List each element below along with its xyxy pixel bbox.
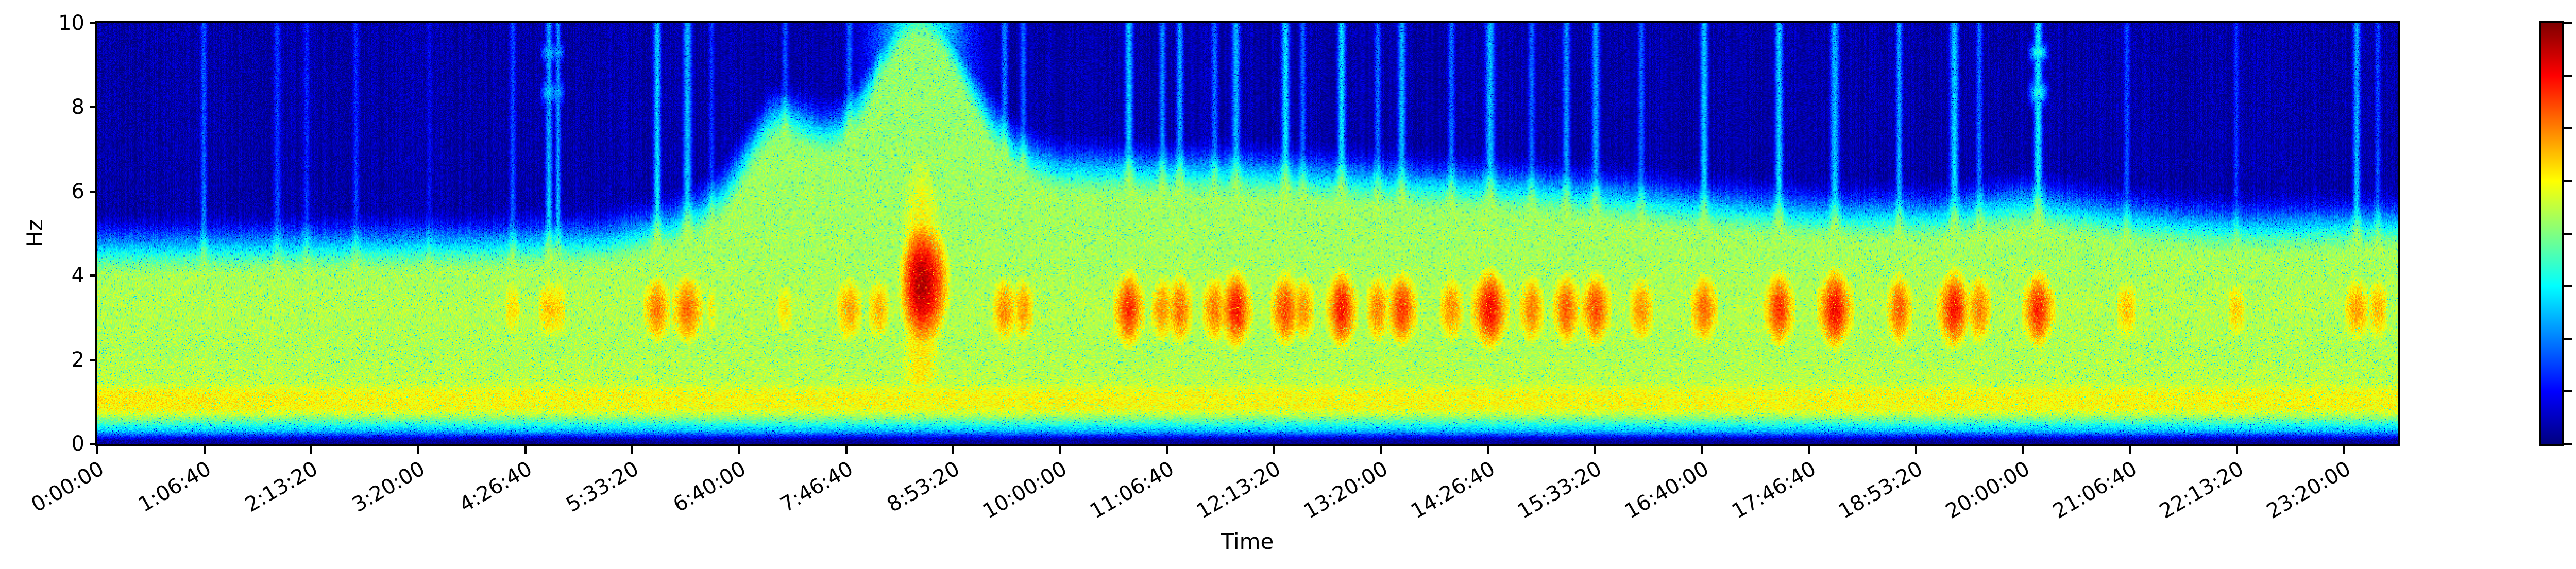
x-tick-label: 7:46:40 xyxy=(776,457,857,518)
x-tick-mark xyxy=(2129,446,2131,454)
y-tick-mark xyxy=(90,190,97,193)
colorbar-tick-mark xyxy=(2564,180,2572,182)
x-tick-label: 11:06:40 xyxy=(1086,457,1178,524)
x-tick-label: 14:26:40 xyxy=(1406,457,1499,524)
x-tick-label: 17:46:40 xyxy=(1727,457,1820,524)
x-tick-label: 18:53:20 xyxy=(1835,457,1927,524)
x-tick-label: 20:00:00 xyxy=(1942,457,2034,524)
colorbar-tick-mark xyxy=(2564,232,2572,235)
x-tick-label: 16:40:00 xyxy=(1621,457,1713,524)
colorbar-tick-mark xyxy=(2564,443,2572,445)
colorbar-tick-mark xyxy=(2564,127,2572,130)
x-tick-mark xyxy=(952,446,955,454)
spectrogram-heatmap xyxy=(97,23,2398,444)
x-tick-label: 13:20:00 xyxy=(1299,457,1392,524)
x-tick-label: 1:06:40 xyxy=(134,457,215,518)
x-tick-mark xyxy=(2343,446,2346,454)
x-tick-mark xyxy=(1059,446,1062,454)
x-tick-mark xyxy=(96,446,98,454)
colorbar-tick-mark xyxy=(2564,75,2572,77)
plot-area xyxy=(95,21,2400,446)
x-tick-mark xyxy=(1701,446,1704,454)
x-tick-mark xyxy=(845,446,848,454)
y-tick-label: 4 xyxy=(71,264,84,288)
x-tick-label: 21:06:40 xyxy=(2048,457,2141,524)
x-tick-label: 2:13:20 xyxy=(241,457,322,518)
x-tick-mark xyxy=(310,446,313,454)
colorbar-tick-mark xyxy=(2564,390,2572,392)
y-tick-mark xyxy=(90,22,97,24)
colorbar xyxy=(2539,21,2564,446)
y-tick-label: 8 xyxy=(71,95,84,119)
colorbar-tick-mark xyxy=(2564,285,2572,287)
x-tick-mark xyxy=(1594,446,1597,454)
y-tick-mark xyxy=(90,443,97,445)
x-tick-label: 12:13:20 xyxy=(1193,457,1285,524)
x-tick-label: 5:33:20 xyxy=(562,457,643,518)
x-tick-mark xyxy=(1166,446,1168,454)
y-tick-label: 2 xyxy=(71,348,84,372)
colorbar-tick-mark xyxy=(2564,337,2572,340)
x-tick-mark xyxy=(738,446,741,454)
y-tick-label: 10 xyxy=(58,11,84,35)
x-tick-mark xyxy=(524,446,527,454)
x-tick-mark xyxy=(1380,446,1383,454)
x-tick-label: 10:00:00 xyxy=(978,457,1071,524)
y-tick-mark xyxy=(90,274,97,277)
x-tick-mark xyxy=(2022,446,2025,454)
x-tick-label: 8:53:20 xyxy=(883,457,964,518)
x-tick-label: 6:40:00 xyxy=(669,457,750,518)
y-axis-label: Hz xyxy=(22,219,47,247)
y-tick-label: 6 xyxy=(71,179,84,203)
x-tick-label: 23:20:00 xyxy=(2263,457,2355,524)
colorbar-tick-mark xyxy=(2564,22,2572,24)
x-tick-mark xyxy=(1487,446,1489,454)
x-tick-label: 0:00:00 xyxy=(27,457,108,518)
x-tick-mark xyxy=(631,446,634,454)
y-tick-mark xyxy=(90,358,97,361)
x-axis-label: Time xyxy=(1221,529,1274,554)
x-tick-mark xyxy=(417,446,420,454)
colorbar-gradient xyxy=(2541,23,2562,444)
x-tick-label: 3:20:00 xyxy=(348,457,429,518)
x-tick-label: 15:33:20 xyxy=(1514,457,1606,524)
x-tick-mark xyxy=(1273,446,1276,454)
x-tick-label: 22:13:20 xyxy=(2156,457,2248,524)
x-tick-mark xyxy=(1915,446,1918,454)
y-tick-mark xyxy=(90,106,97,109)
x-tick-mark xyxy=(1808,446,1810,454)
y-tick-label: 0 xyxy=(71,432,84,456)
x-tick-label: 4:26:40 xyxy=(455,457,536,518)
x-tick-mark xyxy=(2236,446,2239,454)
x-tick-mark xyxy=(203,446,206,454)
